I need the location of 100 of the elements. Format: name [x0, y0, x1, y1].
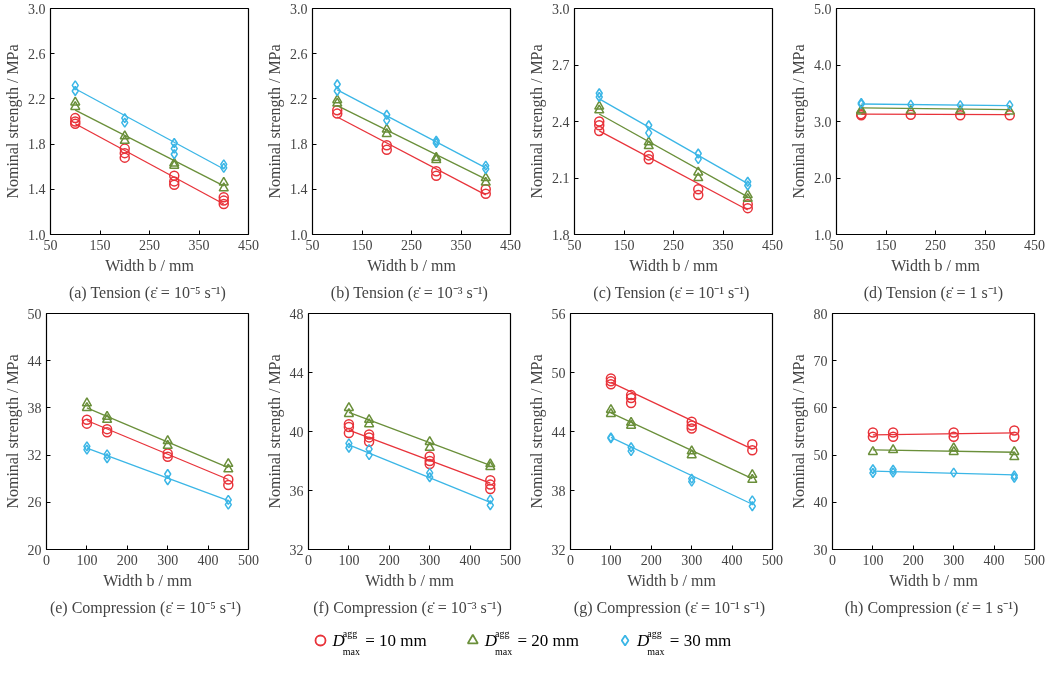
point — [431, 165, 442, 177]
point — [103, 449, 111, 460]
point — [163, 468, 172, 480]
x-axis-title: Width b / mm — [103, 571, 193, 589]
point — [687, 473, 696, 484]
x-tick-label: 100 — [600, 552, 622, 568]
point — [693, 189, 704, 201]
x-axis-title: Width b / mm — [891, 256, 981, 274]
point — [486, 500, 495, 511]
point — [693, 184, 704, 195]
point — [345, 442, 353, 453]
y-tick-label: 2.1 — [552, 171, 570, 186]
point — [747, 444, 758, 456]
point — [81, 414, 93, 425]
y-tick-label: 2.0 — [814, 171, 832, 186]
text: (b) Tension (ε̇ = 10⁻³ s⁻¹) — [330, 283, 488, 302]
point — [343, 407, 355, 418]
point — [1009, 431, 1020, 442]
point — [869, 464, 877, 475]
y-tick-label: 50 — [551, 365, 566, 381]
y-axis-title: Nominal strength / MPa — [266, 44, 284, 199]
point — [431, 170, 442, 181]
point — [594, 100, 605, 110]
point — [224, 494, 233, 506]
y-tick-label: 50 — [813, 448, 828, 464]
y-tick-label: 2.6 — [290, 46, 308, 62]
y-axis-title: Nominal strength / MPa — [4, 44, 22, 199]
point — [119, 152, 130, 163]
y-tick-label: 5.0 — [814, 1, 832, 17]
x-tick-label: 100 — [338, 552, 360, 568]
point — [742, 202, 753, 214]
point — [343, 427, 355, 439]
x-axis-title: Width b / mm — [627, 571, 717, 589]
x-tick-label: 300 — [681, 552, 703, 568]
y-axis-title: Nominal strength / MPa — [3, 354, 22, 509]
point — [223, 479, 234, 491]
y-axis-title: Nominal strength / MPa — [265, 354, 284, 509]
point — [687, 476, 696, 487]
point — [224, 499, 233, 510]
point — [162, 434, 173, 445]
point — [343, 401, 355, 412]
y-tick-label: 36 — [289, 483, 304, 499]
point — [363, 413, 375, 424]
point — [905, 104, 916, 115]
point — [742, 192, 753, 203]
point — [887, 427, 899, 438]
x-tick-label: 250 — [925, 237, 946, 253]
y-tick-label: 56 — [551, 306, 566, 322]
y-tick-label: 2.4 — [552, 114, 570, 130]
y-tick-label: 2.2 — [28, 91, 46, 107]
point — [693, 172, 704, 182]
point — [169, 176, 180, 187]
point — [742, 189, 753, 199]
y-tick-label: 70 — [813, 353, 828, 369]
point — [218, 195, 229, 206]
x-tick-label: 200 — [116, 552, 138, 568]
point — [595, 88, 603, 99]
y-axis-title: Nominal strength / MPa — [789, 354, 808, 509]
y-tick-label: 40 — [289, 424, 304, 440]
x-tick-label: 400 — [721, 552, 743, 568]
point — [119, 134, 130, 145]
x-tick-label: 200 — [902, 552, 924, 568]
point — [383, 115, 391, 126]
point — [332, 108, 343, 119]
point — [486, 494, 495, 505]
y-tick-label: 60 — [813, 400, 828, 416]
point — [363, 436, 375, 448]
x-axis-title: Width b / mm — [629, 256, 719, 274]
x-tick-label: 350 — [974, 237, 996, 253]
point — [867, 445, 879, 456]
y-tick-label: 1.8 — [290, 137, 308, 153]
x-tick-label: 500 — [238, 552, 259, 568]
text: (h) Compression (ε̇ = 1 s⁻¹) — [844, 598, 1019, 617]
point — [1004, 110, 1015, 121]
x-tick-label: 0 — [567, 552, 574, 568]
point — [81, 401, 93, 412]
y-tick-label: 30 — [813, 542, 828, 558]
point — [1010, 472, 1019, 484]
point — [594, 116, 605, 127]
point — [101, 427, 113, 438]
point — [594, 125, 605, 137]
point — [948, 427, 959, 438]
text: (c) Tension (ε̇ = 10⁻¹ s⁻¹) — [593, 283, 750, 302]
point — [432, 135, 440, 146]
x-tick-label: 500 — [500, 552, 521, 568]
point — [220, 159, 228, 170]
x-axis-title: Width b / mm — [889, 571, 979, 589]
point — [948, 445, 959, 456]
point — [949, 467, 958, 478]
point — [381, 123, 392, 133]
point — [1010, 470, 1019, 481]
point — [381, 127, 392, 138]
point — [169, 170, 180, 181]
y-tick-label: 1.8 — [28, 137, 46, 153]
point — [424, 451, 435, 462]
y-tick-label: 4.0 — [814, 58, 832, 73]
y-tick-label: 80 — [813, 306, 828, 322]
point — [643, 140, 654, 150]
x-tick-label: 500 — [762, 552, 783, 568]
point — [955, 110, 966, 121]
